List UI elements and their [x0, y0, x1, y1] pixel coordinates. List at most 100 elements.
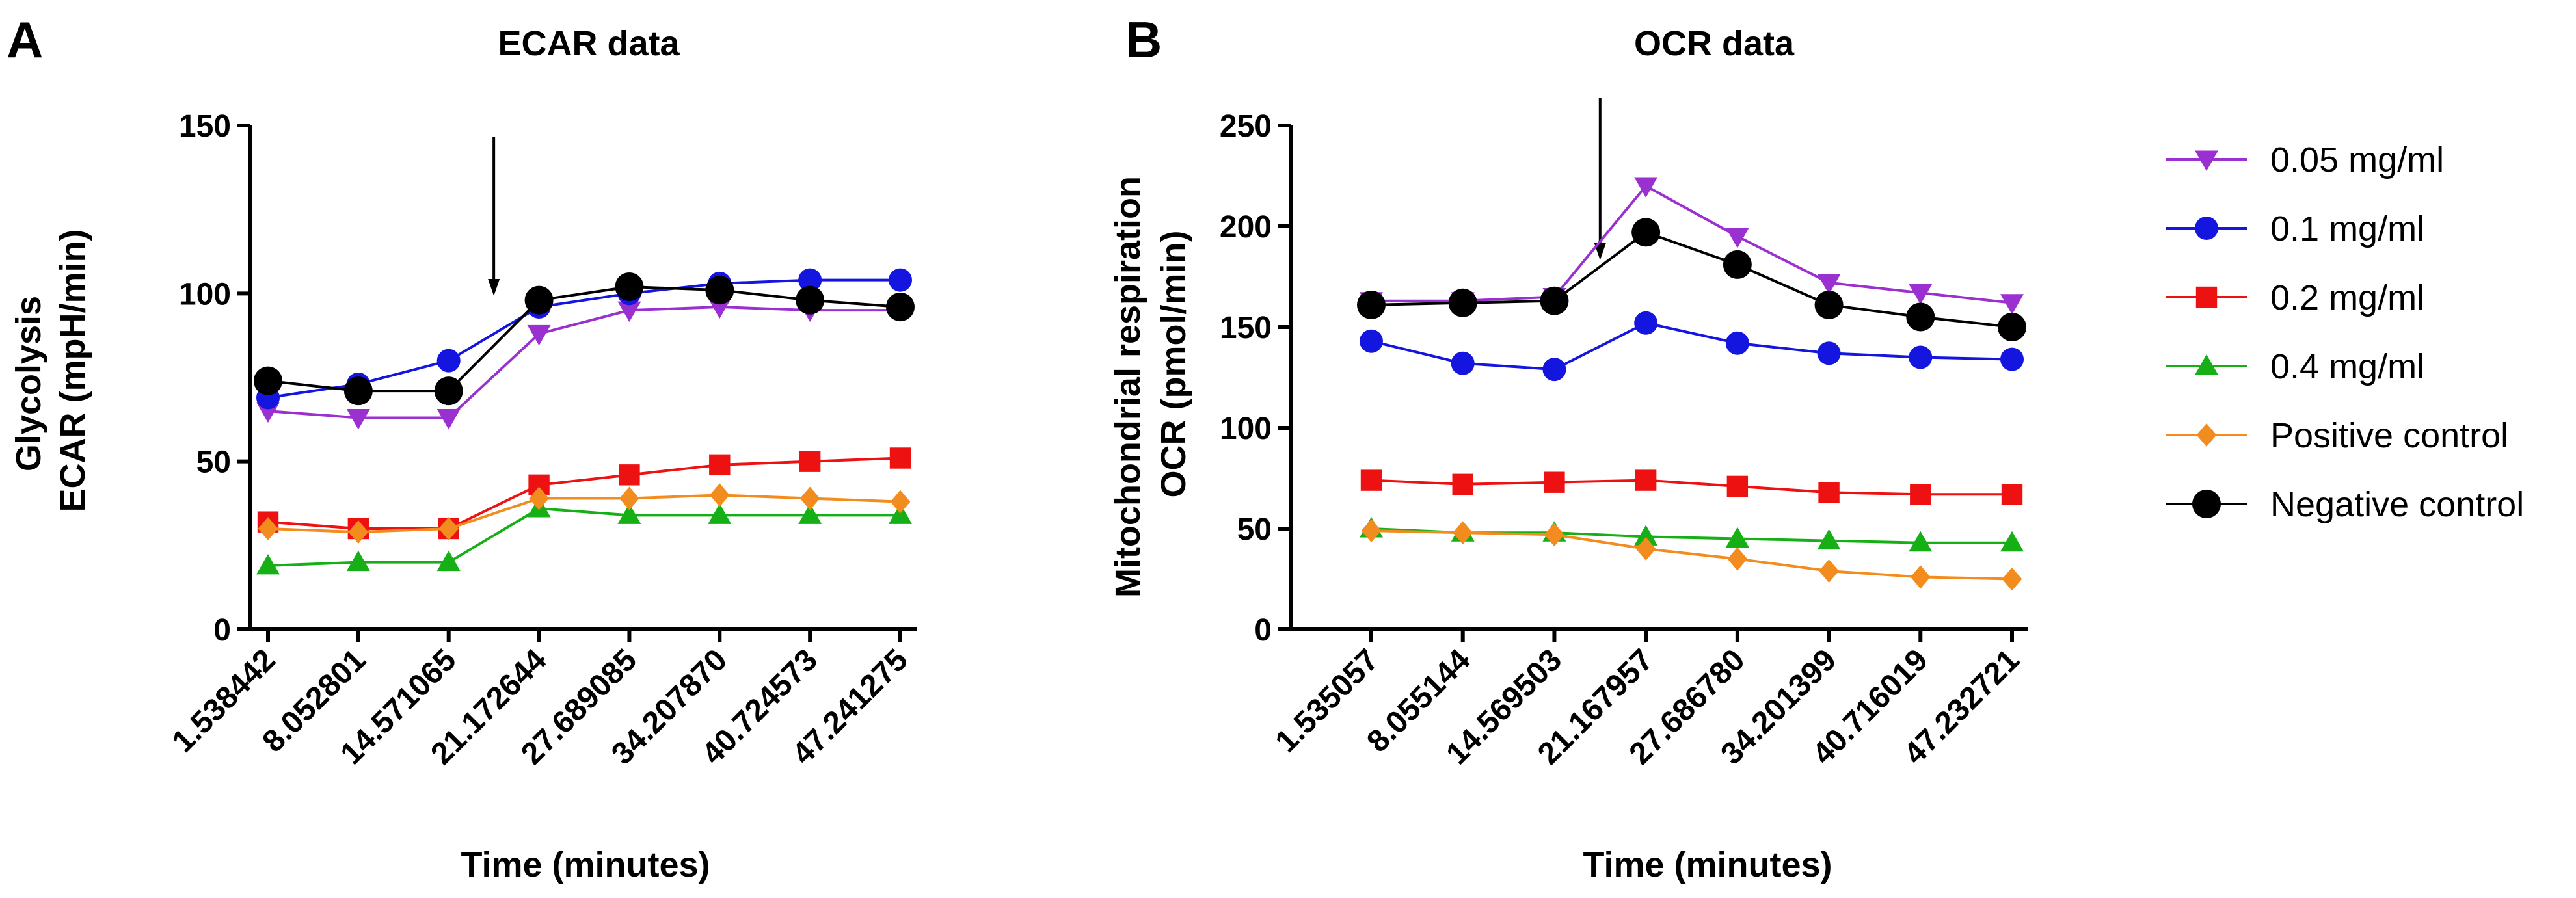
panel-a-point-negative-control	[343, 376, 373, 406]
panel-a-point-negative-control	[796, 285, 825, 315]
panel-a-injection-arrow	[488, 137, 500, 296]
panel-b-plot: 0501001502002501.5350578.05514414.569503…	[1220, 98, 2028, 771]
panel-b-point-negative-control	[1723, 250, 1752, 279]
panel-b-series-0-1-mg-ml	[1360, 311, 2024, 382]
panel-b-point-0-2-mg-ml	[1452, 473, 1473, 495]
panel-a-y-tick-label: 50	[196, 445, 231, 480]
panel-a-y-tick-label: 150	[179, 109, 231, 144]
panel-b-point-0-4-mg-ml	[1634, 525, 1658, 546]
panel-b-point-0-4-mg-ml	[1909, 531, 1933, 552]
panel-b-point-positive-control	[1544, 523, 1564, 547]
panel-b-y-tick-label: 150	[1220, 311, 1272, 345]
panel-b-ylabel-line1: Mitochondrial respiration	[1108, 176, 1147, 598]
panel-a-ylabel-line1: Glycolysis	[9, 296, 48, 471]
panel-b-point-positive-control	[1453, 521, 1473, 545]
legend-marker	[2196, 423, 2217, 447]
legend-item-0-1-mg-ml: 0.1 mg/ml	[2166, 209, 2424, 248]
panel-b-point-positive-control	[1727, 547, 1748, 571]
panel-a-y-tick-label: 100	[179, 277, 231, 311]
legend-item-0-2-mg-ml: 0.2 mg/ml	[2166, 278, 2424, 317]
panel-b-injection-arrow	[1594, 98, 1606, 260]
panel-a-line-0-05-mg-ml	[267, 305, 900, 419]
panel-b-line-0-05-mg-ml	[1371, 184, 2013, 304]
panel-a-point-positive-control	[529, 486, 549, 510]
legend-label: 0.4 mg/ml	[2270, 347, 2424, 386]
panel-b-point-0-1-mg-ml	[1360, 329, 1383, 353]
panel-b-point-positive-control	[1361, 519, 1382, 543]
panel-b-series-negative-control	[1357, 218, 2026, 341]
panel-b-title: OCR data	[1634, 24, 1795, 63]
panel-a-plot: 0501001501.5384428.05280114.57106521.172…	[166, 109, 917, 771]
panel-b-y-tick-label: 100	[1220, 412, 1272, 446]
panel-b-point-0-1-mg-ml	[1634, 311, 1658, 335]
panel-a-point-0-1-mg-ml	[798, 268, 822, 292]
panel-b-y-tick-label: 0	[1254, 613, 1272, 648]
panel-a-point-0-4-mg-ml	[346, 550, 370, 572]
panel-b-point-0-4-mg-ml	[1725, 527, 1749, 548]
panel-a-point-0-4-mg-ml	[708, 503, 732, 524]
panel-b-point-0-1-mg-ml	[1909, 345, 1933, 369]
legend-item-0-05-mg-ml: 0.05 mg/ml	[2166, 140, 2444, 179]
panel-b-point-positive-control	[1635, 537, 1656, 561]
panel-a-point-negative-control	[615, 272, 644, 301]
panel-b-point-negative-control	[1906, 302, 1935, 332]
panel-a-title: ECAR data	[498, 24, 680, 63]
legend-marker	[2195, 217, 2218, 240]
panel-a-line-negative-control	[267, 285, 901, 393]
panel-b-point-negative-control	[1357, 290, 1386, 319]
panel-b-point-0-2-mg-ml	[2001, 484, 2023, 505]
panel-a-point-0-2-mg-ml	[889, 447, 911, 469]
panel-a-point-0-2-mg-ml	[799, 451, 821, 472]
legend-item-positive-control: Positive control	[2166, 416, 2508, 455]
legend-label: Positive control	[2270, 416, 2508, 455]
panel-b-letter: B	[1125, 11, 1162, 68]
panel-a-letter: A	[7, 11, 43, 68]
panel-b-point-0-4-mg-ml	[1817, 529, 1841, 550]
panel-a-point-positive-control	[258, 517, 278, 540]
panel-a-point-positive-control	[799, 486, 820, 510]
panel-a-point-0-4-mg-ml	[256, 553, 280, 575]
panel-a-point-0-2-mg-ml	[619, 464, 640, 486]
panel-b-point-0-2-mg-ml	[1360, 469, 1382, 491]
panel-b-point-negative-control	[1998, 313, 2026, 341]
legend-label: 0.05 mg/ml	[2270, 140, 2444, 179]
panel-a-point-0-05-mg-ml	[617, 301, 641, 323]
panel-b-point-0-1-mg-ml	[1542, 358, 1566, 382]
panel-a-point-0-05-mg-ml	[708, 298, 732, 319]
panel-a-point-0-4-mg-ml	[617, 503, 641, 524]
panel-a-point-negative-control	[705, 276, 734, 305]
panel-a-series-0-4-mg-ml	[256, 497, 912, 575]
legend-label: Negative control	[2270, 485, 2524, 524]
legend-item-negative-control: Negative control	[2166, 485, 2524, 524]
panel-a-point-0-05-mg-ml	[346, 409, 370, 430]
panel-a-point-negative-control	[254, 366, 282, 395]
panel-a-series-0-2-mg-ml	[257, 447, 911, 540]
panel-b-point-0-2-mg-ml	[1910, 484, 1931, 505]
panel-a-line-0-4-mg-ml	[267, 507, 900, 567]
panel-b-point-0-05-mg-ml	[1634, 177, 1658, 198]
panel-b-point-negative-control	[1448, 288, 1477, 317]
panel-a-point-positive-control	[348, 520, 369, 544]
panel-a-line-0-1-mg-ml	[267, 278, 900, 399]
panel-a-point-0-1-mg-ml	[889, 268, 912, 292]
panel-b-point-negative-control	[1540, 286, 1569, 315]
panel-a-ylabel-line2: ECAR (mpH/min)	[53, 230, 92, 512]
panel-b-point-0-1-mg-ml	[1725, 331, 1749, 355]
panel-b-point-negative-control	[1814, 290, 1844, 319]
panel-a-point-0-2-mg-ml	[709, 454, 731, 476]
legend-label: 0.2 mg/ml	[2270, 278, 2424, 317]
panel-a-point-negative-control	[886, 293, 915, 321]
panel-a-line-0-2-mg-ml	[267, 456, 901, 530]
panel-a-point-positive-control	[709, 483, 730, 507]
panel-b-point-0-05-mg-ml	[1909, 284, 1933, 305]
panel-b-point-0-05-mg-ml	[1817, 274, 1841, 295]
panel-a-point-0-05-mg-ml	[436, 409, 461, 430]
panel-b-point-0-2-mg-ml	[1544, 471, 1565, 493]
legend-marker	[2195, 354, 2218, 375]
panel-b-point-negative-control	[1631, 218, 1661, 247]
legend: 0.05 mg/ml 0.1 mg/ml 0.2 mg/ml 0.4 mg/ml Pos…	[2166, 140, 2524, 524]
legend-marker	[2195, 150, 2218, 171]
panel-a-point-negative-control	[524, 285, 554, 315]
panel-b-series-positive-control	[1361, 519, 2022, 591]
panel-b-point-0-05-mg-ml	[2000, 294, 2024, 315]
